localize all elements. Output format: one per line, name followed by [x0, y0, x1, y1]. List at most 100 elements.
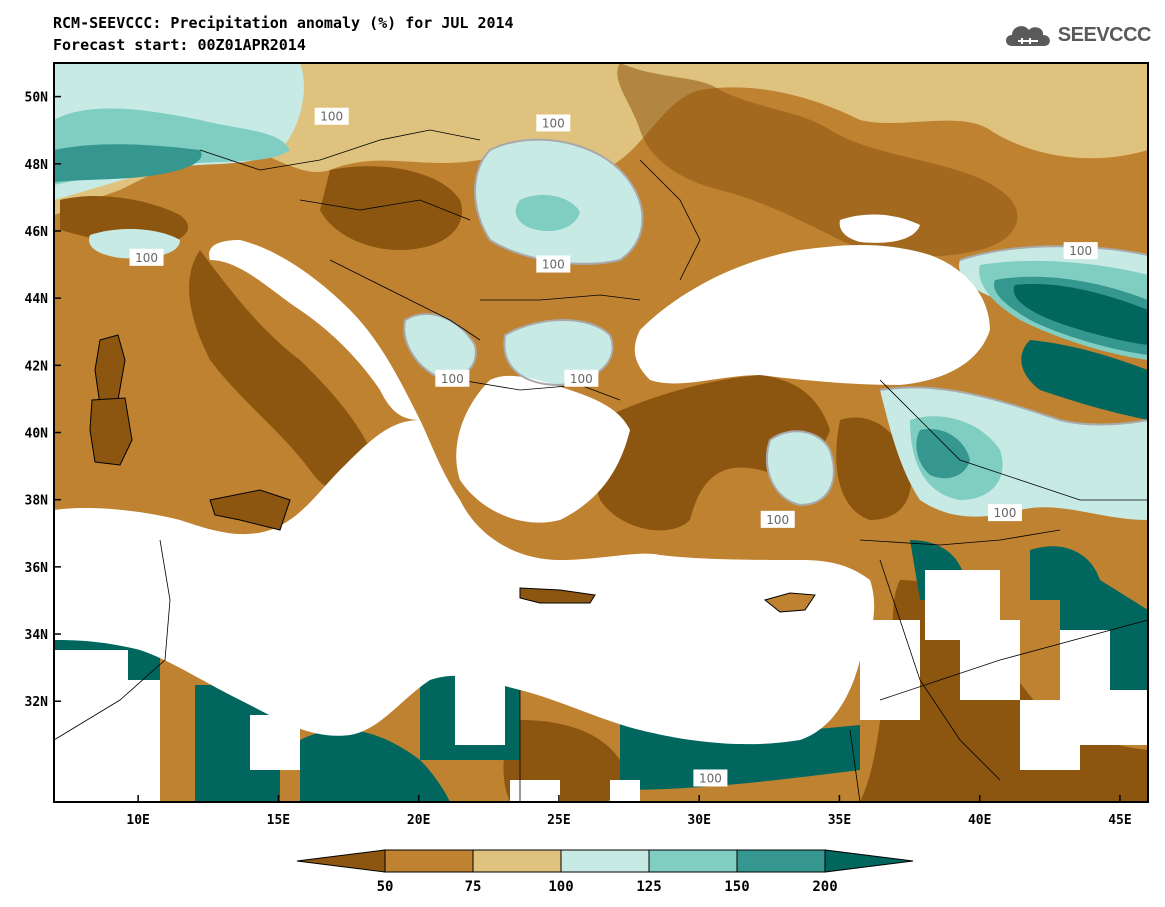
zone-above-200-iraq	[1030, 546, 1148, 690]
sea-of-azov	[839, 214, 920, 243]
zone-no-data-desert	[925, 570, 1148, 770]
contour-label: 100	[564, 369, 599, 387]
zone-below-50-anatolia-west	[592, 375, 830, 531]
zone-150-200-east-turkey	[916, 429, 970, 479]
contour-label: 100	[760, 510, 795, 528]
x-tick-label: 45E	[1108, 813, 1131, 828]
contour-label: 100	[129, 248, 164, 266]
contour-label: 100	[536, 255, 571, 273]
x-tick-label: 30E	[687, 813, 710, 828]
y-tick-label: 40N	[25, 427, 49, 442]
contour-label-text: 100	[441, 372, 464, 386]
zone-150-200-germany	[54, 144, 202, 182]
contour-label-text: 100	[699, 771, 722, 785]
contour-label: 100	[693, 769, 728, 787]
contour-labels: 100 100 100 100 100 100 100 100 100 100	[129, 107, 1098, 787]
contour-label: 100	[1063, 242, 1098, 260]
colorbar-tick-label: 50	[377, 879, 394, 895]
zone-above-200-libya-west	[195, 685, 280, 802]
y-tick-label: 46N	[25, 225, 49, 240]
seevccc-logo: SEEVCCC	[1002, 20, 1152, 50]
contour-label: 100	[314, 107, 349, 125]
contour-label-bg	[314, 107, 349, 125]
zone-75-100-north	[54, 63, 1148, 215]
contour-label-text: 100	[542, 258, 565, 272]
x-tick-label: 20E	[407, 813, 430, 828]
contour-label-text: 100	[570, 372, 593, 386]
logo-text: SEEVCCC	[1057, 23, 1152, 46]
zone-no-data-misc	[510, 620, 920, 802]
zone-125-150-romania-core	[515, 194, 580, 232]
colorbar-segment	[648, 849, 738, 873]
contour-label: 100	[536, 114, 571, 132]
sardinia	[89, 397, 133, 466]
colorbar-tick-label: 150	[724, 879, 749, 895]
crete	[519, 587, 596, 604]
zone-100-125-central-turkey	[766, 431, 834, 505]
zone-no-data-cyrenaica	[455, 675, 505, 745]
contour-label-text: 100	[135, 251, 158, 265]
colorbar-segment	[736, 849, 826, 873]
x-tick-label: 25E	[547, 813, 570, 828]
contour-label-bg	[760, 510, 795, 528]
zone-100-125-serbia	[404, 314, 476, 379]
colorbar-segment	[472, 849, 562, 873]
contour-label-bg	[1063, 242, 1098, 260]
contour-label-bg	[693, 769, 728, 787]
zone-below-50-italy	[189, 250, 380, 493]
contour-label-bg	[129, 248, 164, 266]
aegean-sea	[456, 375, 630, 523]
forecast-start-label: Forecast start: 00Z01APR2014	[53, 36, 306, 54]
y-tick-label: 34N	[25, 628, 49, 643]
country-borders	[54, 129, 1148, 802]
contour-label: 100	[987, 504, 1022, 522]
colorbar-tick-label: 200	[812, 879, 837, 895]
x-tick-label: 35E	[828, 813, 851, 828]
colorbar-arrow-high	[824, 849, 914, 873]
zone-75-100-ukraine	[860, 63, 1148, 129]
cyprus	[763, 592, 816, 613]
cloud-icon	[1005, 26, 1050, 46]
x-tick-label: 15E	[267, 813, 290, 828]
adriatic-sea	[209, 240, 420, 420]
mediterranean-sea	[54, 420, 875, 745]
contour-label-text: 100	[1069, 244, 1092, 258]
map-title: RCM-SEEVCCC: Precipitation anomaly (%) f…	[53, 14, 514, 32]
colorbar: 50 75 100 125 150 200	[296, 849, 914, 895]
contour-label-text: 100	[766, 513, 789, 527]
colorbar-segment	[384, 849, 474, 873]
colorbar-tick-label: 75	[465, 879, 482, 895]
zone-above-200-libya-coast	[300, 729, 450, 802]
x-tick-label: 10E	[126, 813, 149, 828]
colorbar-arrow-low	[296, 849, 386, 873]
zone-below-50-anatolia-east	[836, 417, 911, 520]
y-tick-label: 38N	[25, 494, 49, 509]
contour-100-lines	[403, 138, 1148, 507]
contour-label-bg	[536, 255, 571, 273]
zone-no-data-libya-west	[250, 715, 300, 770]
contour-label-text: 100	[320, 110, 343, 124]
zone-100-125-bulgaria	[504, 320, 613, 385]
map-layers	[54, 63, 1148, 802]
sicily	[209, 489, 291, 531]
y-tick-label: 50N	[25, 91, 49, 106]
y-tick-label: 44N	[25, 292, 49, 307]
zone-below-50-hungary	[320, 166, 462, 250]
x-tick-label: 40E	[968, 813, 991, 828]
axis-ticks: 10E 15E 20E 25E 30E 35E 40E 45E 50N 48N 46N 44N 42N 4…	[25, 91, 1132, 828]
colorbar-segment	[560, 849, 650, 873]
zone-below-50-ukraine	[617, 63, 1018, 257]
y-tick-label: 36N	[25, 561, 49, 576]
y-tick-label: 48N	[25, 158, 49, 173]
zone-above-200-caucasus	[1013, 284, 1148, 345]
contour-label-text: 100	[993, 506, 1016, 520]
contour-label-text: 100	[542, 116, 565, 130]
contour-label-bg	[435, 369, 470, 387]
y-tick-label: 32N	[25, 695, 49, 710]
contour-label-bg	[987, 504, 1022, 522]
colorbar-tick-label: 100	[548, 879, 573, 895]
y-tick-label: 42N	[25, 359, 49, 374]
colorbar-tick-label: 125	[636, 879, 661, 895]
contour-label-bg	[536, 114, 571, 132]
